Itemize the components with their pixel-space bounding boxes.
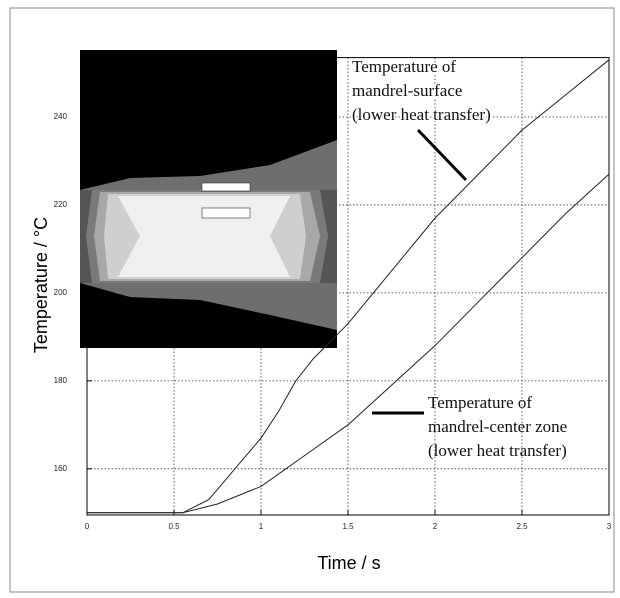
annotation: Temperature of	[428, 393, 532, 412]
y-tick-label: 180	[54, 376, 68, 385]
x-tick-label: 0.5	[168, 522, 180, 531]
y-tick-label: 220	[54, 200, 68, 209]
y-axis-label: Temperature / °C	[31, 217, 51, 353]
inset-image	[80, 50, 337, 348]
x-axis-label: Time / s	[317, 553, 380, 573]
pointer	[416, 128, 468, 182]
annotation: (lower heat transfer)	[428, 441, 567, 460]
annotation: Temperature of	[352, 57, 456, 76]
x-tick-label: 2.5	[516, 522, 528, 531]
frame	[9, 7, 615, 593]
annotation: mandrel-surface	[352, 81, 462, 100]
series-line	[87, 173, 610, 514]
y-tick-label: 240	[54, 112, 68, 121]
x-tick-label: 0	[85, 522, 90, 531]
annotation: (lower heat transfer)	[352, 105, 491, 124]
x-tick-label: 1.5	[342, 522, 354, 531]
x-tick-label: 1	[259, 522, 264, 531]
annotation: mandrel-center zone	[428, 417, 567, 436]
series-line	[87, 59, 610, 514]
x-tick-label: 2	[433, 522, 438, 531]
y-tick-label: 160	[54, 464, 68, 473]
x-tick-label: 3	[607, 522, 612, 531]
y-tick-label: 200	[54, 288, 68, 297]
